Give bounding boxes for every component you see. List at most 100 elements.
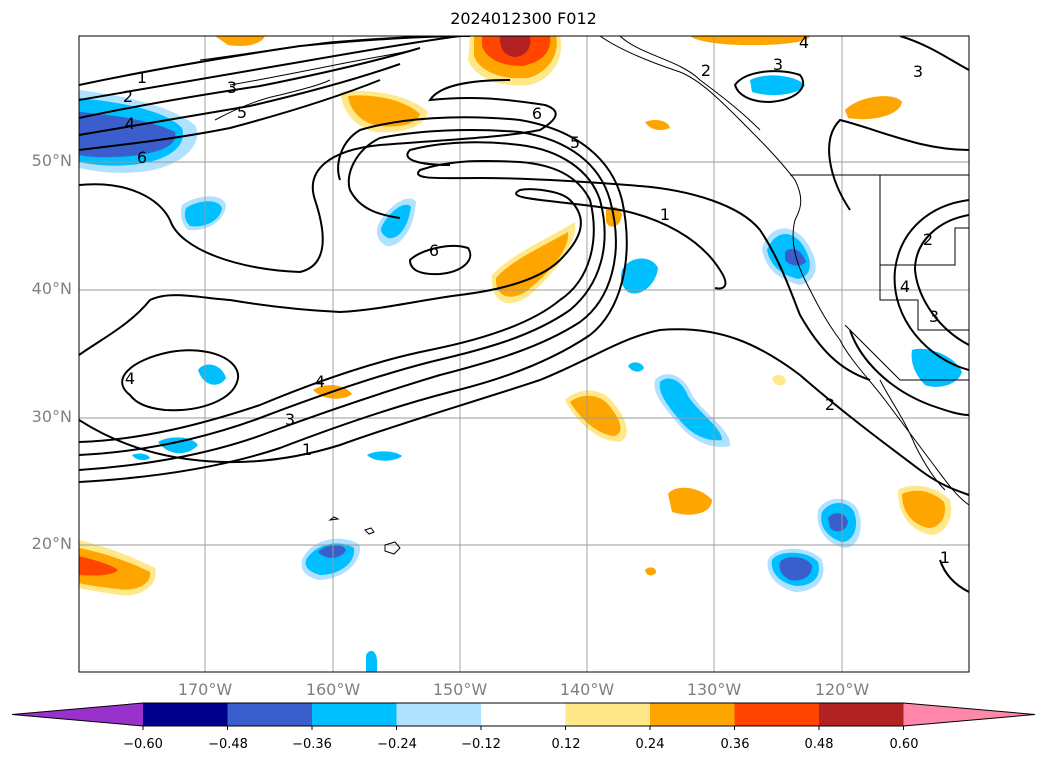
colorbar-segment [565,703,651,726]
map-frame [78,35,970,673]
anomaly-blob [902,490,946,528]
anomaly-blob [620,258,658,294]
anomaly-blob [79,556,118,576]
colorbar-extend-min [12,703,143,726]
colorbar-segment [650,703,735,726]
lon-label: 140°W [559,680,615,699]
colorbar-tick-label: 0.36 [720,737,750,752]
contour-line [79,79,381,151]
colorbar-tick-label: 0.60 [889,737,919,752]
anomaly-blob [645,120,670,130]
colorbar-segment [312,703,397,726]
anomaly-blob [779,557,812,581]
anomaly-blob [132,453,150,461]
lon-label: 120°W [814,680,870,699]
anomaly-blob [645,567,657,576]
contour-label: 2 [825,395,835,414]
anomaly-blob [367,451,402,461]
anomaly-blob [690,36,810,46]
contour-label: 3 [227,78,237,97]
contour-label: 1 [137,68,147,87]
contour-label: 6 [429,241,439,260]
contour-label: 2 [123,87,133,106]
contour-line [849,329,969,416]
lon-label: 170°W [177,680,233,699]
contour-line [828,118,969,211]
lon-label: 160°W [305,680,361,699]
contour-line [79,188,727,356]
shaded-anomalies [79,36,962,672]
contour-line [79,79,557,274]
colorbar-tick-label: 0.12 [551,737,581,752]
contour-line [79,36,461,101]
contour-lines [79,36,969,593]
contour-label: 1 [302,440,312,459]
anomaly-blob [184,201,222,227]
colorbar [11,702,1036,730]
contour-label: 3 [913,62,923,81]
contour-line [733,70,805,104]
contour-line [79,129,617,471]
anomaly-blob [828,513,848,532]
anomaly-blob [215,36,265,46]
contour-label: 5 [237,103,247,122]
contour-line [121,349,240,412]
lon-label: 130°W [686,680,742,699]
contour-line [913,214,969,346]
colorbar-tick-label: −0.24 [377,737,417,752]
colorbar-tick-label: 0.24 [635,737,665,752]
lat-label: 40°N [31,279,72,298]
anomaly-blob [668,487,712,515]
anomaly-blob [659,378,722,441]
contour-line [899,36,969,71]
map-plot: 1 2 3 4 5 6 6 5 4 3 2 1 1 2 3 4 3 4 3 1 … [79,33,969,672]
contour-label: 1 [940,548,950,567]
map-title: 2024012300 F012 [450,9,597,28]
contour-labels: 1 2 3 4 5 6 6 5 4 3 2 1 1 2 3 4 3 4 3 1 … [123,33,950,567]
contour-line [79,141,606,456]
anomaly-blob [500,36,531,57]
anomaly-blob [845,96,902,120]
contour-label: 2 [701,61,711,80]
colorbar-segment [734,703,820,726]
colorbar-extend-max [903,703,1035,726]
contour-label: 4 [799,33,809,52]
contour-line [939,559,969,593]
inland-coast [619,36,761,131]
hawaii [328,516,401,555]
contour-label: 4 [125,114,135,133]
colorbar-segment [819,703,904,726]
anomaly-blob [318,544,346,558]
anomaly-blob [750,75,805,96]
lat-label: 30°N [31,407,72,426]
contour-label: 3 [773,55,783,74]
anomaly-blob [198,364,226,385]
colorbar-segment [396,703,482,726]
contour-line [79,47,421,119]
anomaly-blob [772,375,786,386]
colorbar-segment [227,703,313,726]
colorbar-segment [481,703,566,726]
contour-line [79,36,471,86]
lat-label: 50°N [31,151,72,170]
anomaly-blob [366,650,377,672]
anomaly-blob [381,204,411,239]
lat-label: 20°N [31,534,72,553]
colorbar-tick-label: −0.12 [461,737,501,752]
colorbar-tick-label: 0.48 [804,737,834,752]
contour-label: 4 [315,372,325,391]
contour-label: 6 [137,148,147,167]
contour-line [79,159,871,443]
anomaly-blob [79,112,176,158]
anomaly-blob [495,232,569,297]
borders [790,174,969,381]
contour-line [79,63,401,136]
contour-label: 4 [900,277,910,296]
anomaly-blob [158,437,198,454]
contour-label: 5 [570,133,580,152]
contour-line [893,199,969,371]
contour-line [79,116,628,483]
anomaly-blob [628,362,644,372]
contour-line [408,244,472,276]
